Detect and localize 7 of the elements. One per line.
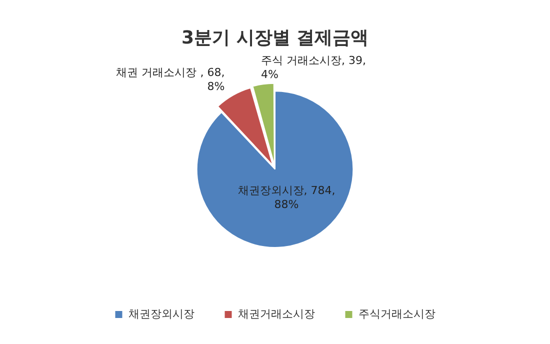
legend-label: 채권거래소시장 [238, 307, 315, 320]
data-label: 주식 거래소시장, 39, 4% [260, 54, 366, 81]
data-label: 채권 거래소시장 , 68, 8% [116, 66, 225, 94]
data-label: 채권장외시장, 784, 88% [238, 184, 336, 212]
legend-label: 채권장외시장 [128, 307, 194, 320]
chart-title: 3분기 시장별 결제금액 [181, 27, 369, 48]
legend-label: 주식거래소시장 [358, 307, 436, 320]
